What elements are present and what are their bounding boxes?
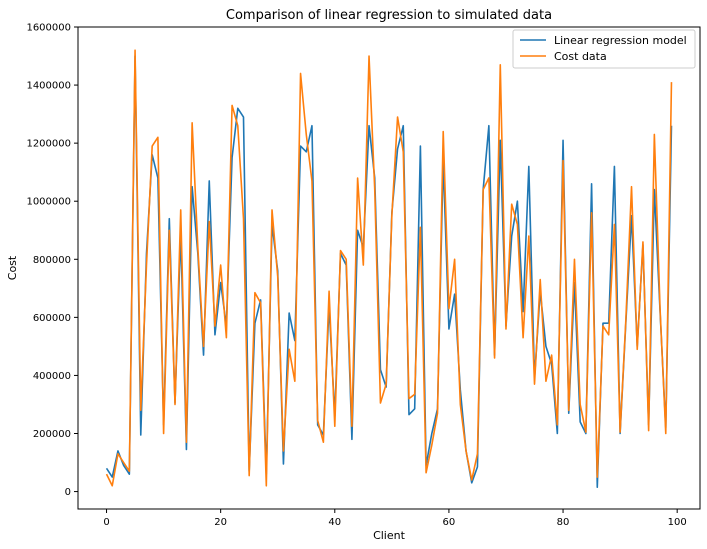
y-tick-label: 0 [65, 487, 71, 498]
y-tick-label: 600000 [33, 313, 71, 324]
series-line-cost-data [105, 49, 673, 487]
x-tick-label: 100 [668, 517, 687, 528]
x-tick-label: 60 [443, 517, 456, 528]
y-tick-label: 800000 [33, 255, 71, 266]
y-tick-label: 1600000 [26, 23, 71, 34]
legend-box [512, 29, 696, 69]
y-tick-label: 1000000 [26, 197, 71, 208]
y-tick-label: 1200000 [26, 139, 71, 150]
y-tick-label: 200000 [33, 429, 71, 440]
y-tick-label: 1400000 [26, 81, 71, 92]
x-tick-label: 80 [557, 517, 570, 528]
x-tick-label: 0 [103, 517, 109, 528]
x-tick-label: 20 [214, 517, 227, 528]
legend-label-cost-data: Cost data [554, 50, 607, 63]
x-axis-label: Client [373, 529, 406, 542]
x-tick-label: 40 [328, 517, 341, 528]
plot-frame [77, 26, 701, 510]
y-tick-label: 400000 [33, 371, 71, 382]
chart-title: Comparison of linear regression to simul… [226, 8, 552, 23]
y-axis-label: Cost [6, 255, 19, 280]
legend-label-linear-regression: Linear regression model [554, 34, 687, 47]
legend: Linear regression model Cost data [512, 29, 696, 69]
